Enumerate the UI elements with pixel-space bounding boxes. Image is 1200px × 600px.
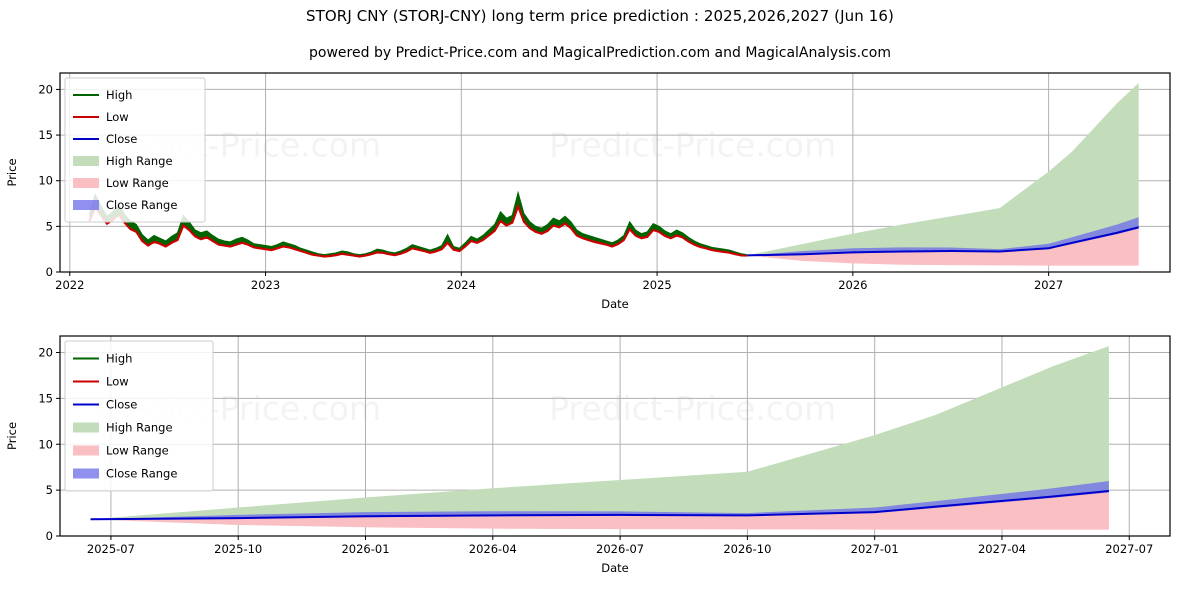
x-tick-label: 2026-10: [723, 542, 771, 556]
high-range-band: [747, 83, 1139, 256]
y-tick-label: 20: [38, 82, 53, 96]
x-tick-label: 2026: [838, 278, 867, 292]
low-range-band: [747, 227, 1139, 266]
chart-legend: High Low Close High Range Low Range Close Ran…: [64, 77, 206, 223]
close-range-band: [747, 217, 1139, 256]
x-tick-label: 2026-07: [596, 542, 644, 556]
x-axis-title: Date: [601, 297, 629, 310]
y-tick-label: 15: [38, 128, 53, 142]
plot-border: [59, 335, 1171, 537]
y-tick-label: 10: [38, 174, 53, 188]
low-history-line: [88, 203, 748, 258]
legend-patch-swatch: [73, 178, 99, 188]
legend-item-label: Low Range: [106, 444, 169, 458]
legend-item-label: Close Range: [106, 198, 177, 212]
legend-item-label: Close Range: [106, 467, 177, 481]
x-tick-label: 2025-10: [214, 542, 262, 556]
y-axis: 0 5 10 15 20: [38, 346, 60, 543]
close-range-band: [90, 480, 1109, 520]
plot-series: [88, 83, 1139, 266]
x-tick-label: 2023: [251, 278, 280, 292]
legend-item-label: Close: [106, 132, 137, 146]
x-axis: 2022 2023 2024 2025 2026 2027: [55, 272, 1063, 292]
y-axis-title: Price: [5, 422, 19, 450]
x-axis: 2025-07 2025-10 2026-01 2026-04 2026-07 2026-…: [87, 536, 1153, 556]
watermark-text: Predict-Price.com: [549, 389, 836, 428]
high-history-line: [88, 190, 748, 256]
x-tick-label: 2027-01: [851, 542, 899, 556]
x-tick-label: 2025-07: [87, 542, 135, 556]
close-forecast-line: [747, 226, 1139, 257]
legend-patch-swatch: [73, 445, 99, 456]
y-axis-title: Price: [5, 158, 19, 186]
plot-border: [59, 72, 1171, 273]
legend-item-label: Low: [106, 110, 129, 124]
chart-legend: High Low Close High Range Low Range Close Ran…: [64, 340, 214, 492]
legend-background: [64, 340, 214, 492]
plot-series: [90, 346, 1109, 530]
x-tick-label: 2027: [1034, 278, 1063, 292]
y-tick-label: 10: [38, 437, 53, 451]
x-tick-label: 2026-04: [469, 542, 517, 556]
y-tick-label: 15: [38, 391, 53, 405]
high-range-band: [90, 346, 1109, 520]
top-chart-panel: Predict-Price.comPredict-Price.com051015…: [0, 60, 1200, 310]
low-range-band: [90, 491, 1109, 530]
y-tick-label: 20: [38, 346, 53, 360]
legend-item-label: Low Range: [106, 176, 169, 190]
y-tick-label: 5: [46, 483, 53, 497]
page-title: STORJ CNY (STORJ-CNY) long term price pr…: [306, 7, 894, 25]
page-subtitle: powered by Predict-Price.com and Magical…: [309, 45, 891, 61]
x-tick-label: 2027-04: [978, 542, 1026, 556]
legend-patch-swatch: [73, 422, 99, 433]
legend-item-label: High: [106, 352, 132, 366]
y-tick-label: 0: [46, 265, 53, 279]
legend-patch-swatch: [73, 200, 99, 210]
close-forecast-line: [90, 490, 1109, 521]
bottom-chart-svg: Predict-Price.comPredict-Price.com051015…: [5, 335, 1171, 575]
watermark-text: Predict-Price.com: [549, 126, 836, 165]
legend-item-label: Low: [106, 375, 129, 389]
x-tick-label: 2022: [55, 278, 84, 292]
y-tick-label: 0: [46, 529, 53, 543]
legend-item-label: High Range: [106, 154, 173, 168]
x-tick-label: 2025: [642, 278, 671, 292]
y-axis: 0 5 10 15 20: [38, 82, 60, 279]
legend-background: [64, 77, 206, 223]
legend-item-label: High: [106, 88, 132, 102]
x-tick-label: 2026-01: [341, 542, 389, 556]
legend-patch-swatch: [73, 468, 99, 479]
x-tick-label: 2027-07: [1105, 542, 1153, 556]
top-chart-svg: Predict-Price.comPredict-Price.com051015…: [5, 72, 1171, 310]
legend-item-label: Close: [106, 398, 137, 412]
legend-item-label: High Range: [106, 421, 173, 435]
x-tick-label: 2024: [447, 278, 476, 292]
y-tick-label: 5: [46, 219, 53, 233]
bottom-chart-panel: Predict-Price.comPredict-Price.com051015…: [0, 322, 1200, 600]
x-axis-title: Date: [601, 561, 629, 575]
legend-patch-swatch: [73, 156, 99, 166]
